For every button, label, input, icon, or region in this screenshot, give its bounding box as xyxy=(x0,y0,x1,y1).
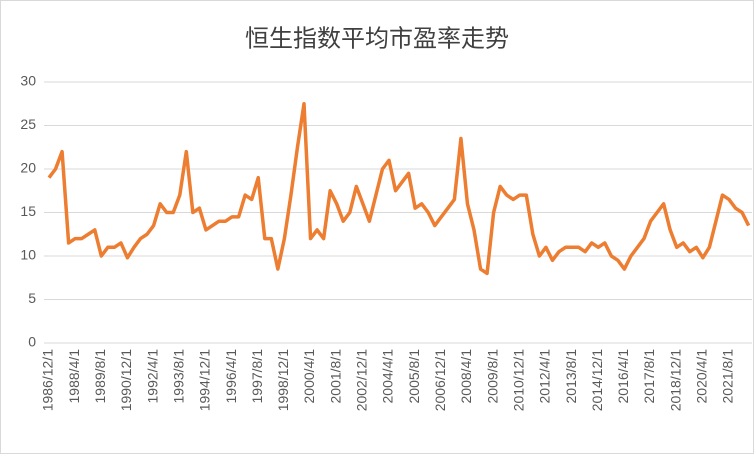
x-tick-label: 1997/8/1 xyxy=(249,349,265,404)
x-tick-label: 2014/12/1 xyxy=(589,349,605,411)
x-tick-label: 2008/4/1 xyxy=(458,349,474,404)
x-tick-label: 2002/12/1 xyxy=(354,349,370,411)
y-tick-label: 10 xyxy=(20,247,36,263)
x-tick-label: 2001/8/1 xyxy=(327,349,343,404)
x-tick-label: 1988/4/1 xyxy=(66,349,82,404)
x-tick-label: 2012/4/1 xyxy=(537,349,553,404)
x-tick-label: 1990/12/1 xyxy=(118,349,134,411)
y-tick-label: 15 xyxy=(20,203,36,219)
y-tick-label: 20 xyxy=(20,160,36,176)
x-tick-label: 1986/12/1 xyxy=(40,349,56,411)
x-tick-label: 1996/4/1 xyxy=(223,349,239,404)
chart-title: 恒生指数平均市盈率走势 xyxy=(245,25,509,52)
x-tick-label: 1994/12/1 xyxy=(197,349,213,411)
x-tick-label: 2000/4/1 xyxy=(301,349,317,404)
x-tick-label: 2017/8/1 xyxy=(641,349,657,404)
x-tick-label: 2005/8/1 xyxy=(406,349,422,404)
x-tick-label: 2021/8/1 xyxy=(720,349,736,404)
x-tick-label: 1992/4/1 xyxy=(144,349,160,404)
data-line xyxy=(47,102,751,276)
x-tick-label: 2013/8/1 xyxy=(563,349,579,404)
y-tick-label: 30 xyxy=(20,73,36,89)
x-tick-label: 1989/8/1 xyxy=(92,349,108,404)
x-tick-label: 2009/8/1 xyxy=(484,349,500,404)
x-tick-label: 2018/12/1 xyxy=(667,349,683,411)
y-tick-label: 0 xyxy=(28,334,36,350)
x-tick-label: 2004/4/1 xyxy=(380,349,396,404)
x-tick-label: 1993/8/1 xyxy=(170,349,186,404)
x-tick-label: 2020/4/1 xyxy=(694,349,710,404)
y-tick-label: 5 xyxy=(28,290,36,306)
x-tick-label: 2010/12/1 xyxy=(510,349,526,411)
y-tick-label: 25 xyxy=(20,116,36,132)
x-tick-label: 1998/12/1 xyxy=(275,349,291,411)
x-tick-label: 2016/4/1 xyxy=(615,349,631,404)
x-tick-label: 2006/12/1 xyxy=(432,349,448,411)
